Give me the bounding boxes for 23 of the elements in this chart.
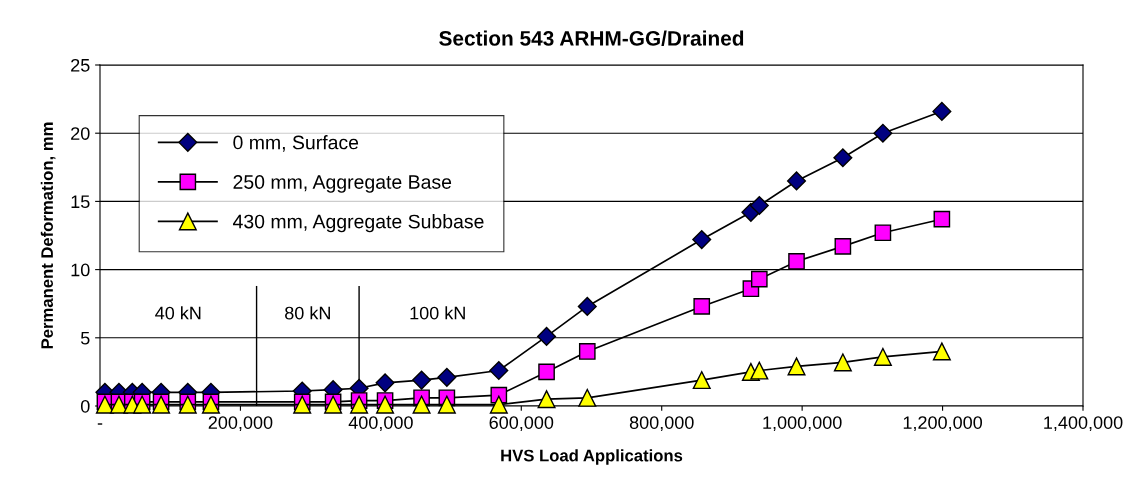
legend-label: 250 mm, Aggregate Base: [233, 175, 452, 193]
x-tick-label: 1,400,000: [1044, 416, 1123, 432]
x-tick-label: 600,000: [489, 416, 554, 432]
x-tick-label: -: [97, 423, 103, 425]
annotation: 40 kN: [155, 306, 201, 320]
chart-title: Section 543 ARHM-GG/Drained: [439, 30, 744, 46]
x-tick-label: 1,000,000: [763, 416, 842, 432]
y-tick-label: 25: [71, 58, 90, 72]
y-tick-label: 10: [71, 263, 90, 277]
y-tick-label: 5: [80, 331, 90, 345]
legend-label: 430 mm, Aggregate Subbase: [232, 214, 484, 233]
y-axis-title: Permanent Deformation, mm: [40, 122, 56, 349]
x-tick-label: 1,200,000: [903, 416, 983, 432]
x-tick-label: 800,000: [629, 416, 694, 432]
legend-label: 0 mm, Surface: [233, 135, 359, 152]
x-tick-label: 400,000: [348, 416, 413, 432]
x-tick-label: 200,000: [208, 416, 273, 432]
y-tick-label: 0: [80, 399, 90, 413]
annotation: 100 kN: [410, 306, 465, 320]
y-tick-label: 20: [71, 127, 90, 140]
x-axis-title: HVS Load Applications: [501, 449, 683, 465]
y-tick-label: 15: [71, 195, 90, 209]
annotation: 80 kN: [285, 306, 330, 320]
